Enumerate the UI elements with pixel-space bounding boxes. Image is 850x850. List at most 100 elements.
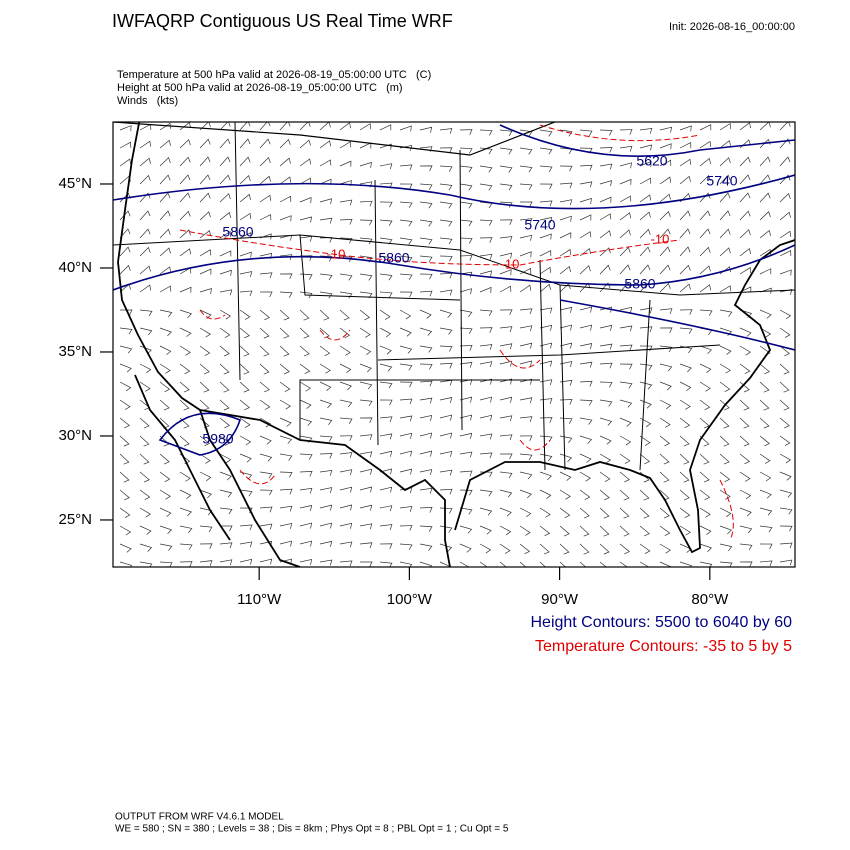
wind-barb bbox=[239, 193, 251, 203]
wind-barb bbox=[239, 471, 253, 480]
wind-barb bbox=[279, 195, 292, 203]
field-label: Winds (kts) bbox=[117, 95, 178, 107]
wind-barb bbox=[699, 471, 710, 483]
wind-barb bbox=[159, 156, 171, 167]
wind-barb bbox=[739, 247, 751, 257]
wind-barb bbox=[719, 417, 730, 429]
wind-barb bbox=[159, 228, 171, 239]
wind-barb bbox=[319, 198, 333, 205]
wind-barb bbox=[299, 470, 313, 477]
wind-barb bbox=[379, 201, 393, 208]
wind-barb bbox=[159, 381, 171, 393]
wind-barb bbox=[659, 471, 670, 483]
wind-barb bbox=[219, 269, 232, 276]
wind-barb bbox=[779, 559, 793, 566]
wind-barb bbox=[399, 415, 413, 422]
wind-barb bbox=[639, 282, 651, 293]
wind-barb bbox=[619, 325, 633, 332]
wind-barb bbox=[359, 161, 372, 168]
height-contour-label: 5860 bbox=[378, 250, 409, 266]
wind-barb bbox=[779, 230, 792, 239]
wind-barb bbox=[679, 435, 690, 447]
wind-barb bbox=[359, 381, 373, 390]
wind-barb bbox=[459, 201, 473, 209]
wind-barb bbox=[519, 416, 533, 422]
wind-barb bbox=[219, 435, 231, 446]
wind-barb bbox=[639, 228, 651, 239]
wind-barb bbox=[719, 174, 731, 185]
wind-barb bbox=[519, 165, 533, 173]
wind-barb bbox=[759, 229, 771, 239]
wind-barb bbox=[499, 309, 513, 315]
wind-barb bbox=[199, 174, 211, 185]
wind-barb bbox=[119, 246, 131, 257]
wind-barb bbox=[479, 165, 493, 173]
wind-barb bbox=[599, 489, 610, 501]
wind-barb bbox=[779, 507, 793, 515]
wind-barb bbox=[279, 345, 290, 357]
wind-barb bbox=[259, 489, 273, 496]
wind-barb bbox=[719, 453, 730, 465]
wind-barb bbox=[259, 471, 273, 479]
wind-barb bbox=[459, 525, 473, 534]
footer-line: WE = 580 ; SN = 380 ; Levels = 38 ; Dis … bbox=[115, 824, 509, 835]
wind-barb bbox=[439, 507, 453, 514]
wind-barb bbox=[739, 122, 752, 131]
wind-barb bbox=[359, 327, 371, 338]
wind-barb bbox=[199, 156, 211, 167]
wind-barb bbox=[719, 345, 732, 355]
wind-barb bbox=[239, 381, 250, 393]
wind-barb bbox=[479, 183, 493, 191]
wind-barb bbox=[319, 504, 333, 511]
wind-barb bbox=[479, 147, 493, 155]
wind-barb bbox=[599, 453, 612, 464]
wind-barb bbox=[219, 525, 233, 532]
wind-barb bbox=[639, 144, 653, 151]
wind-barb bbox=[759, 327, 772, 338]
wind-barb bbox=[299, 139, 311, 149]
wind-barb bbox=[339, 452, 353, 458]
field-label: Temperature at 500 hPa valid at 2026-08-… bbox=[117, 69, 431, 81]
wind-barb bbox=[779, 417, 790, 429]
wind-barb bbox=[359, 399, 373, 407]
wind-barb bbox=[619, 381, 633, 389]
wind-barb bbox=[179, 363, 191, 375]
wind-barb bbox=[179, 192, 191, 203]
wind-barb bbox=[379, 381, 393, 389]
wind-barb bbox=[419, 397, 433, 404]
wind-barb bbox=[359, 417, 373, 424]
wind-barb bbox=[219, 559, 233, 566]
wind-barb bbox=[439, 432, 453, 439]
wind-barb bbox=[479, 344, 493, 350]
wind-barb bbox=[239, 156, 251, 167]
wind-barb bbox=[179, 507, 192, 517]
wind-barb bbox=[139, 265, 151, 275]
wind-barb bbox=[499, 360, 513, 367]
wind-barb bbox=[439, 201, 453, 209]
wind-barb bbox=[699, 381, 711, 392]
wind-barb bbox=[719, 309, 733, 317]
wind-barb bbox=[119, 264, 131, 275]
wind-barb bbox=[659, 282, 671, 293]
wind-barb bbox=[139, 363, 152, 374]
wind-barb bbox=[619, 435, 632, 446]
contour-labels: 5620 5740 5740 5860 5860 5860 5980 -10 -10 -10 bbox=[202, 153, 737, 447]
wind-barb bbox=[159, 489, 171, 500]
wind-barb bbox=[219, 156, 231, 167]
wind-barb bbox=[639, 326, 653, 333]
wind-barb bbox=[519, 251, 532, 258]
wind-barb bbox=[739, 489, 752, 500]
wind-barb bbox=[479, 237, 493, 243]
axes: 45°N 40°N 35°N 30°N 25°N 110°W 100°W 90°W 80°W bbox=[58, 175, 729, 608]
wind-barb bbox=[639, 363, 653, 371]
wind-barb bbox=[339, 504, 353, 511]
wind-barb bbox=[379, 273, 393, 281]
wind-barb bbox=[379, 561, 393, 567]
wind-barb bbox=[199, 230, 211, 239]
wind-barb bbox=[299, 158, 312, 167]
wind-barb bbox=[739, 156, 751, 167]
wind-barb bbox=[779, 138, 791, 149]
wind-barb bbox=[659, 210, 671, 221]
wind-barb bbox=[659, 543, 671, 554]
wind-barb bbox=[299, 453, 313, 460]
